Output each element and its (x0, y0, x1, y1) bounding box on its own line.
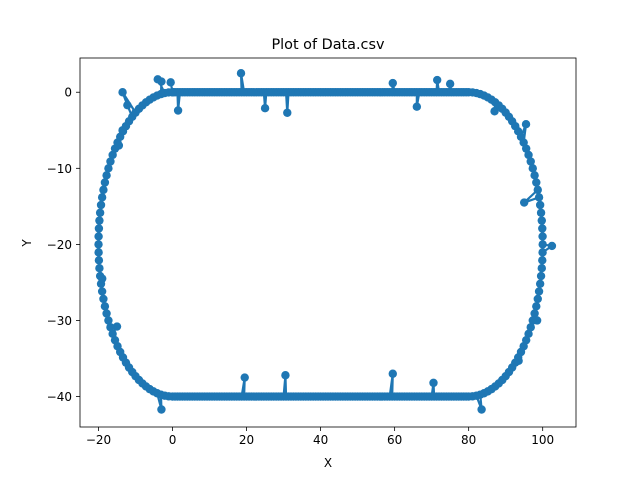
outlier-point (173, 106, 183, 115)
outlier-point (432, 75, 442, 85)
data-point (95, 208, 105, 217)
x-tick-label: 0 (169, 433, 177, 447)
data-point (536, 271, 546, 281)
outlier-point (445, 79, 455, 89)
outlier-point (260, 104, 270, 113)
data-point (534, 193, 544, 202)
data-point (99, 185, 108, 195)
data-point (97, 193, 107, 202)
outlier-point (519, 198, 529, 207)
data-layer (94, 69, 557, 414)
y-tick-label: −40 (47, 390, 72, 404)
data-point (526, 323, 535, 332)
data-point (106, 157, 115, 166)
data-point (538, 248, 547, 257)
y-tick-label: −20 (47, 238, 72, 252)
data-point (526, 157, 535, 166)
data-point (94, 240, 103, 249)
y-axis-ticks: 0 −10 −20 −30 −40 (47, 86, 80, 404)
outlier-point (490, 107, 499, 116)
outlier-point (123, 100, 132, 110)
chart-title: Plot of Data.csv (271, 37, 384, 53)
data-point (538, 256, 547, 265)
data-point (100, 302, 110, 311)
data-point (534, 287, 544, 296)
outlier-point (240, 373, 249, 382)
data-point (521, 144, 531, 153)
data-point (524, 329, 533, 339)
outlier-point (118, 88, 127, 97)
outlier-point (283, 108, 292, 117)
data-point (94, 256, 104, 265)
data-point (110, 335, 120, 345)
data-point (95, 264, 104, 273)
data-point (106, 323, 115, 332)
data-point (530, 309, 539, 318)
x-tick-label: 40 (313, 433, 328, 447)
data-point (97, 287, 107, 296)
x-tick-label: 60 (387, 433, 402, 447)
data-point (535, 279, 545, 288)
outlier-point (429, 378, 438, 388)
y-tick-label: 0 (64, 86, 72, 100)
x-tick-label: 20 (239, 433, 254, 447)
x-axis-label: X (324, 456, 332, 470)
data-point (532, 302, 541, 311)
outlier-point (388, 78, 397, 88)
data-point (532, 178, 541, 187)
data-point (108, 329, 117, 339)
outlier-point (98, 274, 107, 283)
data-point (104, 316, 113, 325)
x-tick-label: −20 (86, 433, 111, 447)
outlier-point (388, 369, 397, 378)
data-point (99, 294, 108, 304)
data-point (94, 248, 103, 257)
outlier-point (157, 405, 166, 414)
y-tick-label: −10 (47, 162, 72, 176)
outlier-point (547, 241, 557, 251)
data-point (102, 309, 111, 318)
data-point (104, 164, 113, 173)
data-point (537, 264, 546, 273)
outlier-point (477, 405, 486, 414)
outlier-point (521, 119, 531, 129)
x-tick-label: 100 (531, 433, 554, 447)
data-point (538, 240, 547, 249)
y-tick-label: −30 (47, 314, 72, 328)
data-point (528, 164, 537, 173)
data-point (524, 150, 533, 160)
x-axis-ticks: −20 0 20 40 60 80 100 (86, 427, 554, 447)
x-tick-label: 80 (461, 433, 476, 447)
data-point (536, 208, 546, 217)
outlier-point (166, 78, 175, 87)
data-point (530, 171, 539, 180)
data-point (538, 224, 547, 233)
outlier-point (112, 322, 122, 331)
data-point (528, 316, 537, 325)
outlier-point (236, 69, 246, 78)
outlier-point (153, 75, 162, 84)
outlier-point (281, 371, 290, 380)
data-point (108, 150, 117, 160)
data-point (533, 185, 542, 195)
data-point (95, 216, 104, 225)
y-axis-label: Y (20, 239, 34, 248)
data-point (533, 294, 542, 304)
outlier-point (114, 141, 124, 150)
data-point (94, 232, 103, 241)
data-point (537, 216, 546, 225)
axes-frame (79, 57, 577, 428)
data-point (102, 171, 111, 180)
outlier-point (412, 102, 422, 111)
data-point (94, 224, 104, 233)
data-point (538, 232, 547, 241)
data-point (96, 200, 106, 210)
data-point (168, 88, 177, 97)
data-point (100, 178, 110, 187)
data-point (535, 200, 545, 210)
